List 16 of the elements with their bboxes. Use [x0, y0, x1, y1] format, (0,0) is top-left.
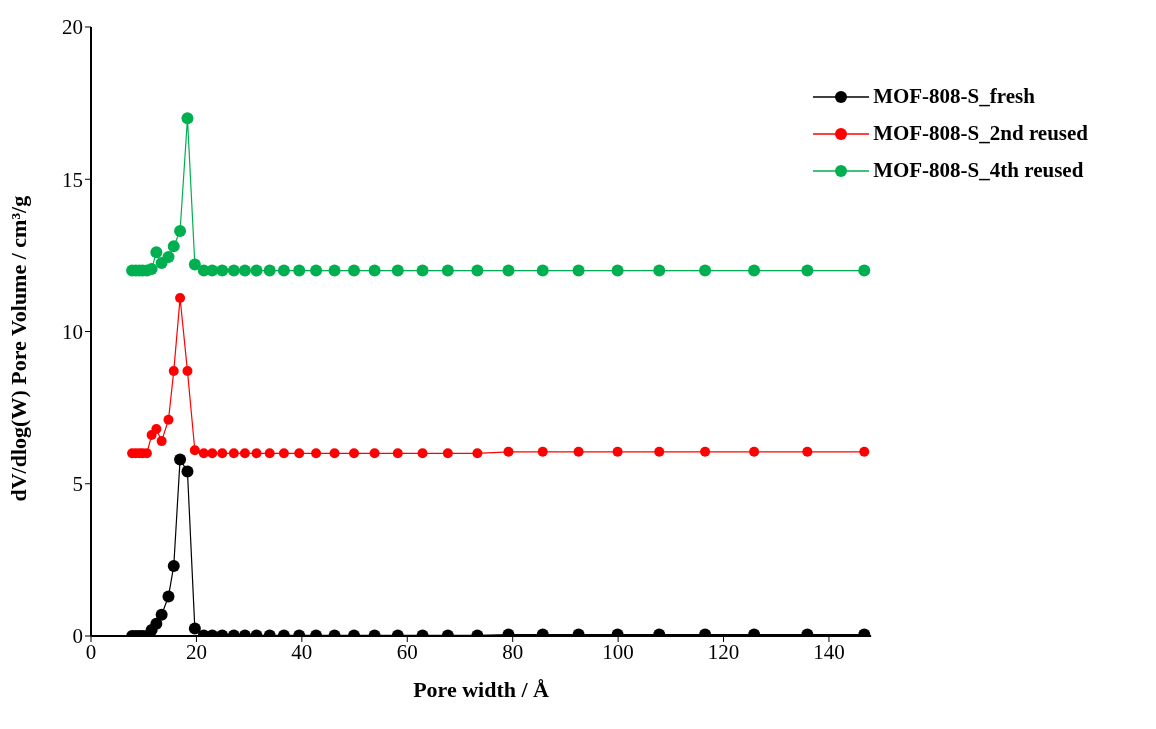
legend-label: MOF-808-S_2nd reused — [873, 121, 1088, 146]
x-tick-label: 80 — [502, 639, 524, 664]
legend-label: MOF-808-S_4th reused — [873, 158, 1084, 183]
y-tick-label: 5 — [72, 472, 83, 497]
x-tick-label: 140 — [813, 639, 845, 664]
y-tick-label: 20 — [62, 15, 83, 40]
y-tick-label: 15 — [62, 167, 83, 192]
y-tick-label: 10 — [62, 319, 83, 344]
legend-label: MOF-808-S_fresh — [873, 84, 1035, 109]
x-axis-title: Pore width / Å — [413, 677, 550, 702]
x-tick-label: 60 — [396, 639, 418, 664]
x-tick-label: 40 — [291, 639, 313, 664]
x-tick-label: 120 — [707, 639, 740, 664]
x-tick-label: 20 — [185, 639, 207, 664]
y-axis-title: dV/dlog(W) Pore Volume / cm³/g — [5, 195, 31, 502]
x-tick-label: 100 — [602, 639, 634, 664]
